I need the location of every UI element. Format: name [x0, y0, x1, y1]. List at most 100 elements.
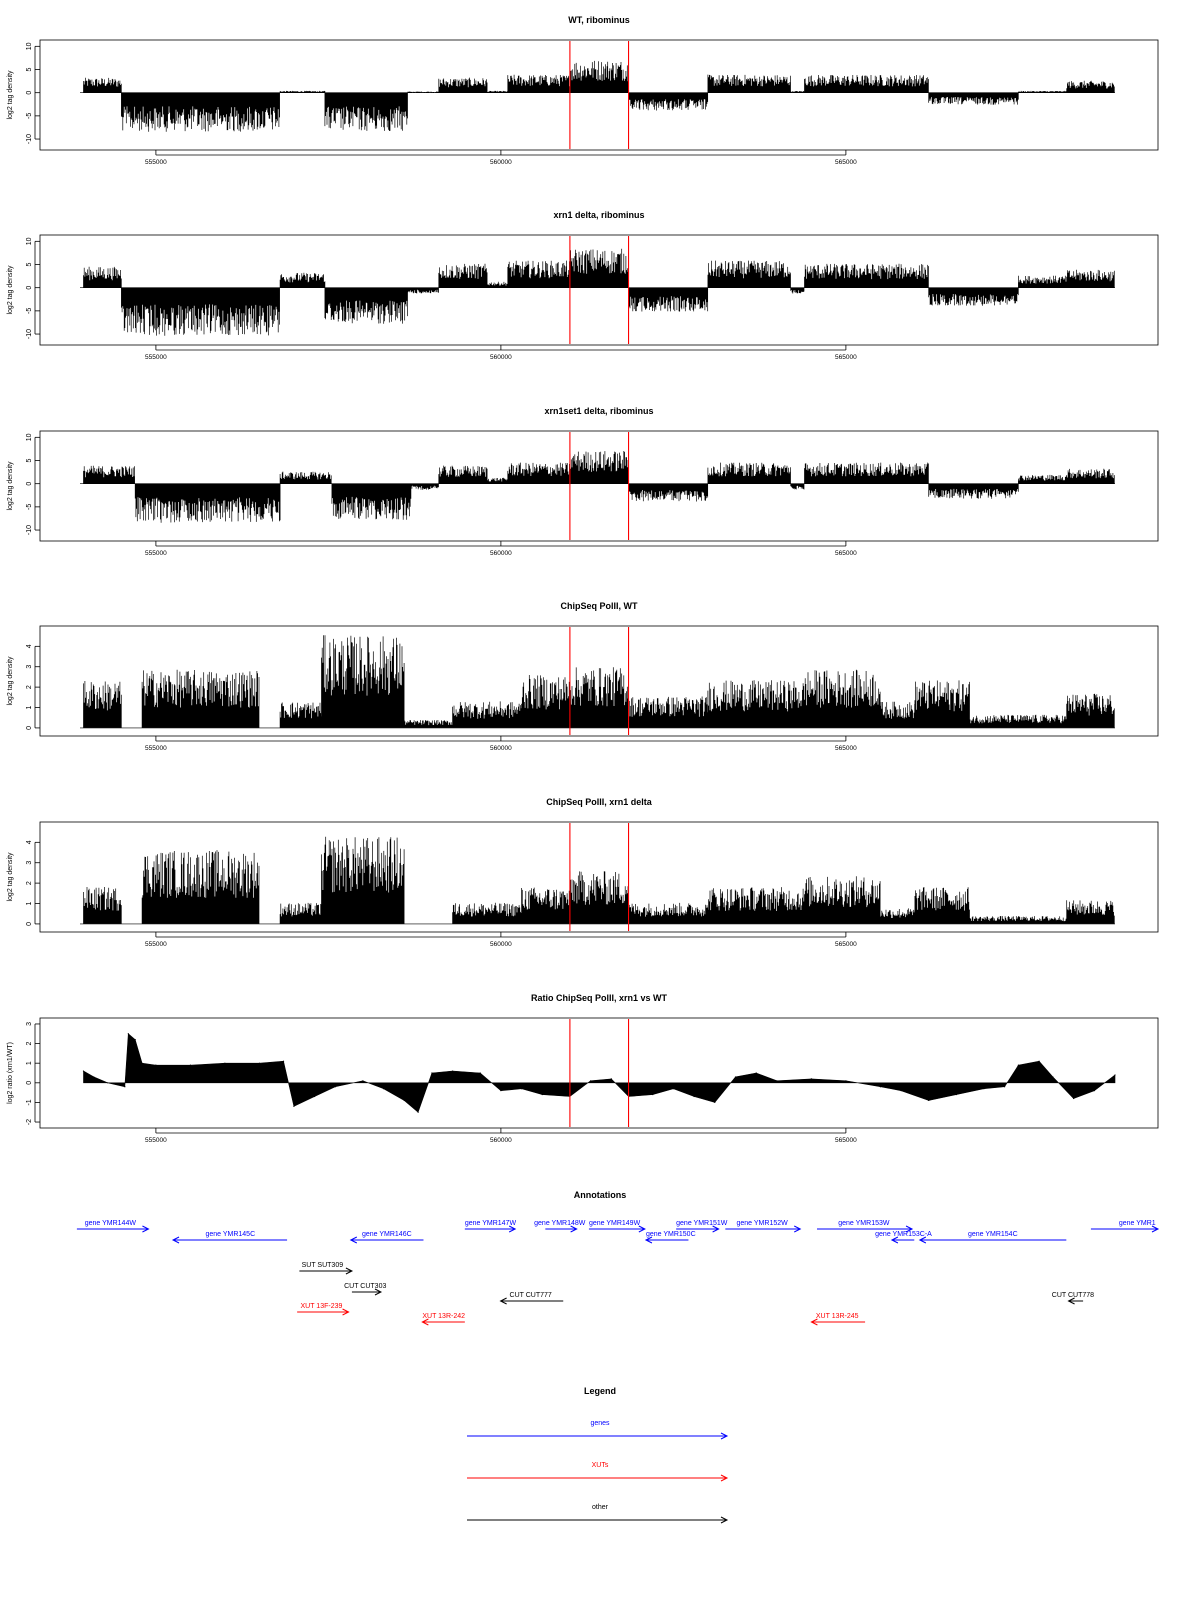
ratio-point — [1017, 1064, 1020, 1066]
ratio-point — [127, 1033, 129, 1035]
ratio-point — [334, 1086, 336, 1088]
ratio-point — [224, 1062, 226, 1064]
chart-panel-6: Ratio ChipSeq PolII, xrn1 vs WT -2 -1 0 1 2 3 l… — [7, 993, 1159, 1144]
y-tick-label: 5 — [26, 67, 33, 71]
feature-arrow-head — [905, 1225, 914, 1233]
feature-label: CUT CUT303 — [344, 1283, 386, 1290]
feature-arrow-head — [644, 1236, 653, 1244]
feature-label: gene YMR154C — [968, 1231, 1018, 1238]
ratio-point — [734, 1076, 737, 1078]
ratio-point — [1004, 1086, 1006, 1088]
y-tick-label: 0 — [26, 1081, 33, 1085]
feature-arrow-head — [499, 1297, 507, 1305]
y-axis-label: log2 tag density — [7, 70, 14, 120]
ratio-point — [431, 1072, 433, 1074]
ratio-point — [810, 1078, 813, 1080]
ratio-point — [590, 1080, 592, 1082]
feature-label: gene YMR153W — [838, 1220, 890, 1227]
y-tick-label: 3 — [26, 1022, 33, 1026]
ratio-point — [258, 1062, 260, 1064]
legend-arrow-head — [720, 1516, 729, 1524]
feature-sut-sut309: SUT SUT309 — [299, 1262, 354, 1275]
x-tick-label: 560000 — [490, 159, 512, 166]
ratio-point — [693, 1095, 695, 1098]
feature-gene-ymr153c-a: gene YMR153C-A — [875, 1231, 932, 1244]
y-tick-label: -10 — [26, 134, 33, 144]
feature-label: gene YMR152W — [737, 1220, 789, 1227]
feature-xut-13r-242: XUT 13R-242 — [421, 1313, 465, 1326]
ratio-point — [755, 1072, 757, 1074]
chart-panel-2: xrn1 delta, ribominus -10 -5 0 5 10 log2 tag d… — [7, 210, 1159, 361]
y-tick-label: 5 — [26, 262, 33, 266]
ratio-point — [1052, 1076, 1054, 1078]
density-bars — [83, 248, 1115, 336]
feature-gene-ymr154c: gene YMR154C — [918, 1231, 1067, 1244]
legend-panel: Legend genes XUTs other — [467, 1386, 729, 1524]
feature-arrow-head — [810, 1318, 818, 1326]
y-tick-label: 0 — [26, 286, 33, 290]
ratio-point — [314, 1095, 316, 1098]
y-tick-label: 10 — [26, 237, 33, 245]
plot-frame — [39, 39, 1159, 151]
chart-panel-3: xrn1set1 delta, ribominus -10 -5 0 5 10 log2 t… — [7, 406, 1159, 557]
feature-gene-ymr152w: gene YMR152W — [725, 1220, 802, 1233]
ratio-point — [1038, 1060, 1040, 1062]
feature-gene-ymr153w: gene YMR153W — [817, 1220, 914, 1233]
y-axis-label: log2 tag density — [7, 852, 14, 902]
ratio-point — [1093, 1090, 1095, 1092]
ratio-point — [955, 1093, 957, 1096]
feature-arrow-head — [890, 1236, 899, 1244]
x-tick-label: 560000 — [490, 1137, 512, 1144]
x-tick-label: 560000 — [490, 550, 512, 557]
chart-title: WT, ribominus — [568, 15, 630, 25]
legend-arrow-head — [720, 1432, 729, 1440]
feature-cut-cut778: CUT CUT778 — [1052, 1292, 1094, 1305]
feature-label: CUT CUT777 — [510, 1292, 552, 1299]
feature-arrow-head — [142, 1225, 150, 1233]
x-tick-label: 555000 — [145, 354, 167, 361]
x-tick-label: 555000 — [145, 1137, 167, 1144]
ratio-point — [1114, 1074, 1116, 1076]
y-tick-label: 0 — [26, 482, 33, 486]
ratio-area — [83, 1033, 1116, 1113]
feature-label: XUT 13F-239 — [300, 1303, 342, 1310]
ratio-point — [845, 1080, 847, 1082]
chart-title: ChipSeq PolII, xrn1 delta — [546, 797, 653, 807]
y-axis-label: log2 tag density — [7, 656, 14, 706]
feature-label: gene YMR144W — [85, 1220, 137, 1227]
chart-panel-1: WT, ribominus -10 -5 0 5 10 log2 tag density 55… — [7, 15, 1159, 166]
x-tick-label: 565000 — [835, 1137, 857, 1144]
y-tick-label: -5 — [26, 504, 33, 510]
feature-arrow-head — [342, 1308, 350, 1316]
feature-arrow-head — [638, 1225, 646, 1233]
y-tick-label: 1 — [26, 901, 33, 905]
feature-label: gene YMR145C — [205, 1231, 255, 1238]
chart-panel-4: ChipSeq PolII, WT 0 1 2 3 4 log2 tag density 55… — [7, 601, 1159, 752]
x-tick-label: 565000 — [835, 159, 857, 166]
feature-arrow-head — [918, 1236, 927, 1244]
x-tick-label: 560000 — [490, 941, 512, 948]
y-tick-label: 2 — [26, 881, 33, 885]
feature-cut-cut777: CUT CUT777 — [499, 1292, 564, 1305]
plot-frame — [39, 430, 1159, 542]
feature-gene-ymr149w: gene YMR149W — [588, 1220, 646, 1233]
density-bars — [83, 451, 1115, 523]
y-tick-label: 3 — [26, 861, 33, 865]
feature-gene-ymr148w: gene YMR148W — [534, 1220, 586, 1233]
ratio-point — [879, 1086, 882, 1088]
chart-title: xrn1 delta, ribominus — [553, 210, 644, 220]
y-tick-label: 0 — [26, 922, 33, 926]
ratio-point — [189, 1064, 191, 1066]
feature-gene-ymr151w: gene YMR151W — [676, 1220, 728, 1233]
feature-label: gene YMR148W — [534, 1220, 586, 1227]
feature-arrow-head — [421, 1318, 429, 1326]
x-tick-label: 555000 — [145, 745, 167, 752]
legend-arrow-head — [720, 1474, 729, 1482]
ratio-point — [107, 1082, 109, 1084]
x-tick-label: 565000 — [835, 354, 857, 361]
feature-label: CUT CUT778 — [1052, 1292, 1094, 1299]
y-tick-label: 4 — [26, 840, 33, 844]
ratio-point — [610, 1078, 612, 1080]
feature-label: gene YMR151W — [676, 1220, 728, 1227]
density-bars — [83, 60, 1115, 132]
